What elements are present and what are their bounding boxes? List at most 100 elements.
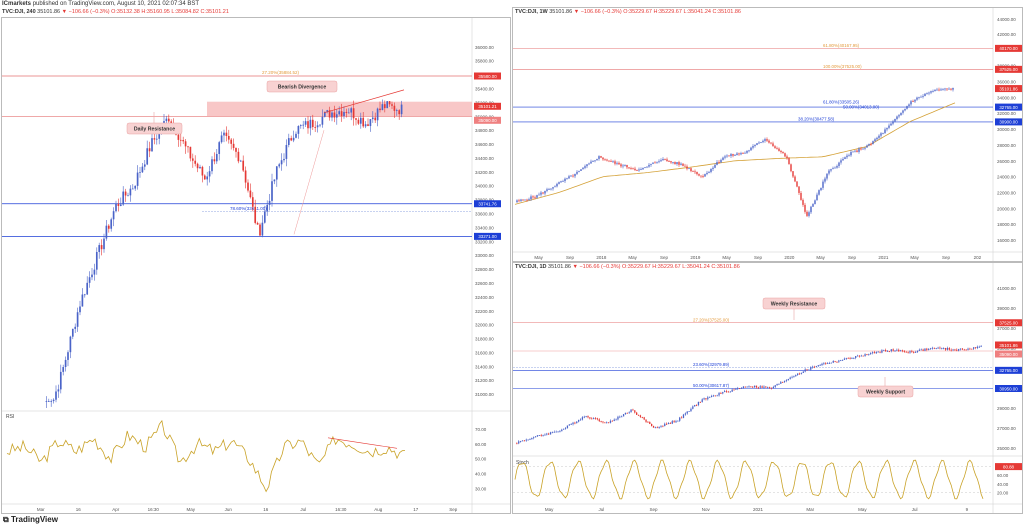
fib-label: 61.80%(33505.26) xyxy=(823,99,860,104)
price-daily-candle xyxy=(622,414,625,417)
price-daily-candle xyxy=(974,347,977,349)
price-candle xyxy=(381,104,384,111)
price-daily-candle xyxy=(742,386,745,389)
price-daily-candle xyxy=(553,431,555,433)
price-weekly-candle xyxy=(782,152,784,154)
daily-resistance-callout-box xyxy=(126,122,183,135)
price-daily-candle xyxy=(737,388,739,390)
price-weekly-candle xyxy=(768,140,770,143)
price-weekly-candle xyxy=(536,195,538,198)
price-ytick: 31400.00 xyxy=(475,364,494,369)
time-daily-xtick: Jul xyxy=(912,507,918,512)
price-daily-candle xyxy=(684,413,687,415)
price-daily-candle xyxy=(787,378,789,381)
price-daily-candle xyxy=(699,401,701,403)
price-weekly-candle xyxy=(672,162,674,163)
price-weekly-candle xyxy=(886,127,888,130)
rsi-ytick: 40.00 xyxy=(475,472,487,477)
price-weekly-ytick: 16000.00 xyxy=(997,238,1016,243)
chart-panel-4h[interactable]: 31000.00 31200.00 31400.00 31600.00 31800.00… xyxy=(1,17,511,514)
price-weekly-candle xyxy=(928,92,930,94)
price-daily-candle xyxy=(840,360,842,362)
price-candle xyxy=(220,135,223,143)
price-weekly-candle xyxy=(694,171,696,173)
price-candle xyxy=(182,139,185,142)
price-daily-candle xyxy=(564,427,567,429)
price-weekly-candle xyxy=(546,189,548,191)
price-weekly-candle xyxy=(730,154,732,156)
time-xtick: Jul xyxy=(300,507,306,512)
price-daily-candle xyxy=(710,396,713,398)
time-xtick: Mar xyxy=(37,507,45,512)
price-weekly-candle xyxy=(692,171,694,172)
price-daily-candle xyxy=(606,422,608,424)
price-candle xyxy=(88,277,91,283)
price-weekly-candle xyxy=(762,140,764,143)
price-daily-candle xyxy=(651,424,653,426)
price-daily-candle xyxy=(587,416,589,418)
bearish-divergence-callout-text: Bearish Divergence xyxy=(278,84,327,90)
price-weekly-candle xyxy=(900,112,902,116)
price-daily-candle xyxy=(870,353,872,355)
price-weekly-candle xyxy=(850,152,852,156)
price-weekly-candle xyxy=(564,178,566,182)
price-daily-candle xyxy=(551,431,554,433)
price-weekly-candle xyxy=(834,167,836,169)
price-weekly-candle xyxy=(652,162,654,164)
price-weekly-candle xyxy=(822,181,824,188)
price-daily-candle xyxy=(765,386,767,388)
price-weekly-candle xyxy=(908,104,910,107)
price-daily-candle xyxy=(757,387,760,389)
price-daily-candle xyxy=(860,355,862,357)
rsi-ytick: 60.00 xyxy=(475,442,487,447)
price-weekly-candle xyxy=(894,118,896,122)
price-weekly-candle xyxy=(952,87,954,90)
price-weekly-candle xyxy=(570,175,572,177)
price-candle xyxy=(148,148,151,152)
price-candle xyxy=(52,399,55,402)
price-daily-candle xyxy=(841,359,844,361)
time-daily-xtick: May xyxy=(858,507,867,512)
price-daily-candle xyxy=(624,412,627,415)
price-weekly-candle xyxy=(678,162,680,165)
price-daily-candle xyxy=(755,385,758,388)
chart-panel-daily[interactable]: TVC:DJI, 1D 35101.86 ▼ −106.66 (−0.3%) O… xyxy=(512,262,1023,514)
price-weekly-candle xyxy=(654,162,656,164)
price-daily-candle xyxy=(965,349,967,351)
price-ytick: 32600.00 xyxy=(475,281,494,286)
price-candle xyxy=(69,336,72,353)
price-daily-candle xyxy=(892,349,894,351)
time-weekly-xtick: 2020 xyxy=(784,255,795,260)
price-daily-candle xyxy=(570,424,572,425)
time-weekly-xtick: 2021 xyxy=(878,255,889,260)
price-candle xyxy=(362,117,365,127)
price-weekly-candle xyxy=(806,211,808,216)
price-weekly-candle xyxy=(760,142,762,143)
price-weekly-candle xyxy=(838,162,840,167)
price-candle xyxy=(206,176,209,180)
price-weekly-candle xyxy=(800,192,802,200)
price-weekly-candle xyxy=(528,199,530,201)
price-daily-candle xyxy=(613,419,615,422)
price-weekly-candle xyxy=(538,194,540,196)
tradingview-logo: ⧉ TradingView xyxy=(3,515,58,525)
price-weekly-candle xyxy=(572,175,574,177)
price-weekly-candle xyxy=(550,188,552,190)
price-weekly-candle xyxy=(674,162,676,165)
price-daily-ytick: 41000.00 xyxy=(997,286,1016,291)
price-weekly-candle xyxy=(724,156,726,158)
price-weekly-candle xyxy=(798,186,800,193)
price-daily-candle xyxy=(694,405,696,407)
price-candle xyxy=(227,135,230,140)
weekly-support-callout-text: Weekly Support xyxy=(866,389,905,395)
chart-panel-weekly[interactable]: TVC:DJI, 1W 35101.86 ▼ −106.66 (−0.3%) O… xyxy=(512,7,1023,262)
price-weekly-ytick: 32000.00 xyxy=(997,111,1016,116)
price-weekly-candle xyxy=(524,199,526,201)
time-weekly-xtick: Sep xyxy=(566,255,575,260)
price-daily-candle xyxy=(800,372,803,374)
price-daily-candle xyxy=(753,385,756,388)
price-candle xyxy=(187,146,189,148)
price-daily-candle xyxy=(916,350,919,352)
price-daily-candle xyxy=(744,386,746,388)
support-33741-level-label: 33741.76 xyxy=(478,202,497,207)
